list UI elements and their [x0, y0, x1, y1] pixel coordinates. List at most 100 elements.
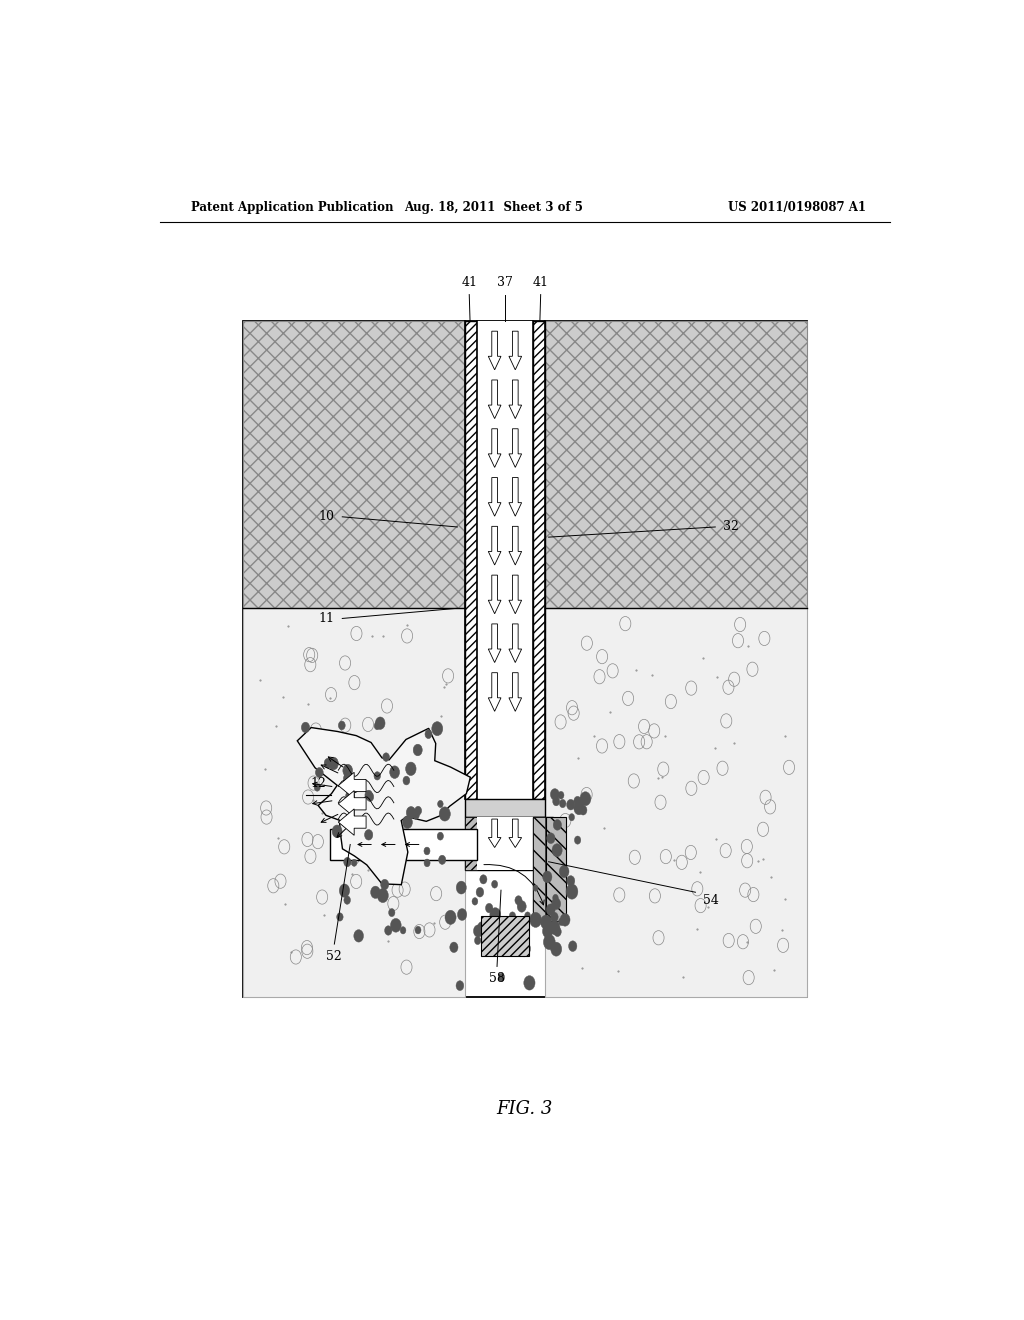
Circle shape — [337, 913, 343, 921]
Circle shape — [558, 792, 564, 799]
Polygon shape — [338, 791, 367, 817]
Circle shape — [365, 791, 373, 800]
Circle shape — [534, 884, 538, 891]
Bar — [331, 829, 477, 859]
Circle shape — [480, 875, 487, 884]
Circle shape — [566, 875, 574, 886]
Circle shape — [472, 898, 478, 906]
Text: 58: 58 — [489, 972, 505, 985]
Circle shape — [492, 880, 498, 888]
Text: 12: 12 — [310, 776, 327, 789]
Text: 10: 10 — [318, 511, 335, 523]
Circle shape — [566, 884, 578, 899]
Circle shape — [314, 784, 321, 791]
Polygon shape — [297, 727, 470, 884]
Bar — [532, 817, 545, 870]
Bar — [545, 609, 807, 997]
Text: 41: 41 — [532, 276, 549, 289]
Circle shape — [541, 915, 552, 929]
Circle shape — [437, 832, 443, 840]
Bar — [243, 321, 465, 609]
Circle shape — [509, 912, 516, 920]
Polygon shape — [509, 673, 521, 711]
Circle shape — [407, 807, 416, 818]
Circle shape — [546, 904, 555, 915]
Circle shape — [344, 858, 351, 867]
Circle shape — [385, 925, 392, 935]
Circle shape — [351, 859, 357, 866]
Text: 37: 37 — [497, 276, 513, 289]
Circle shape — [489, 908, 501, 921]
Circle shape — [552, 843, 562, 857]
Circle shape — [573, 796, 582, 805]
Circle shape — [367, 792, 374, 801]
Circle shape — [439, 807, 451, 821]
Circle shape — [580, 805, 587, 814]
Bar — [465, 817, 477, 870]
Bar — [465, 799, 545, 817]
Polygon shape — [509, 818, 521, 847]
Bar — [532, 817, 545, 921]
Circle shape — [338, 721, 345, 730]
Circle shape — [553, 895, 558, 902]
Text: 54: 54 — [703, 894, 719, 907]
Circle shape — [473, 925, 483, 937]
Circle shape — [377, 888, 388, 903]
Circle shape — [559, 866, 569, 878]
Circle shape — [573, 801, 584, 814]
Circle shape — [445, 911, 456, 924]
Circle shape — [515, 896, 522, 906]
Circle shape — [505, 944, 513, 956]
Circle shape — [390, 919, 401, 932]
Polygon shape — [488, 478, 501, 516]
Bar — [532, 321, 545, 799]
Circle shape — [354, 932, 359, 939]
Circle shape — [476, 887, 483, 898]
Circle shape — [543, 871, 552, 883]
Circle shape — [517, 900, 526, 912]
Polygon shape — [509, 478, 521, 516]
Circle shape — [544, 935, 555, 949]
Circle shape — [301, 722, 309, 733]
Circle shape — [343, 764, 352, 776]
Circle shape — [388, 908, 395, 916]
Circle shape — [580, 792, 591, 805]
Circle shape — [346, 791, 354, 801]
Polygon shape — [488, 576, 501, 614]
Polygon shape — [488, 673, 501, 711]
Circle shape — [457, 882, 466, 894]
Circle shape — [477, 921, 488, 935]
Bar — [465, 817, 545, 870]
Polygon shape — [488, 527, 501, 565]
Circle shape — [400, 927, 406, 935]
Circle shape — [344, 896, 350, 904]
Text: Patent Application Publication: Patent Application Publication — [191, 201, 394, 214]
Polygon shape — [509, 624, 521, 663]
Circle shape — [549, 920, 560, 935]
Circle shape — [524, 975, 536, 990]
Text: 11: 11 — [318, 612, 335, 624]
Text: US 2011/0198087 A1: US 2011/0198087 A1 — [728, 201, 866, 214]
Circle shape — [458, 908, 467, 920]
Polygon shape — [509, 331, 521, 370]
Polygon shape — [338, 772, 367, 799]
Polygon shape — [509, 429, 521, 467]
Circle shape — [376, 717, 385, 730]
Circle shape — [529, 912, 542, 928]
Circle shape — [568, 941, 577, 952]
Bar — [545, 321, 807, 609]
Circle shape — [371, 886, 380, 899]
Circle shape — [332, 825, 342, 838]
Polygon shape — [488, 818, 501, 847]
Polygon shape — [488, 624, 501, 663]
Circle shape — [374, 722, 380, 730]
Circle shape — [413, 810, 419, 820]
Bar — [481, 916, 528, 956]
Circle shape — [354, 929, 364, 942]
Text: Aug. 18, 2011  Sheet 3 of 5: Aug. 18, 2011 Sheet 3 of 5 — [403, 201, 583, 214]
Polygon shape — [338, 809, 367, 836]
Bar — [477, 817, 532, 870]
Circle shape — [524, 912, 530, 919]
Bar — [477, 321, 532, 799]
Circle shape — [553, 820, 561, 830]
